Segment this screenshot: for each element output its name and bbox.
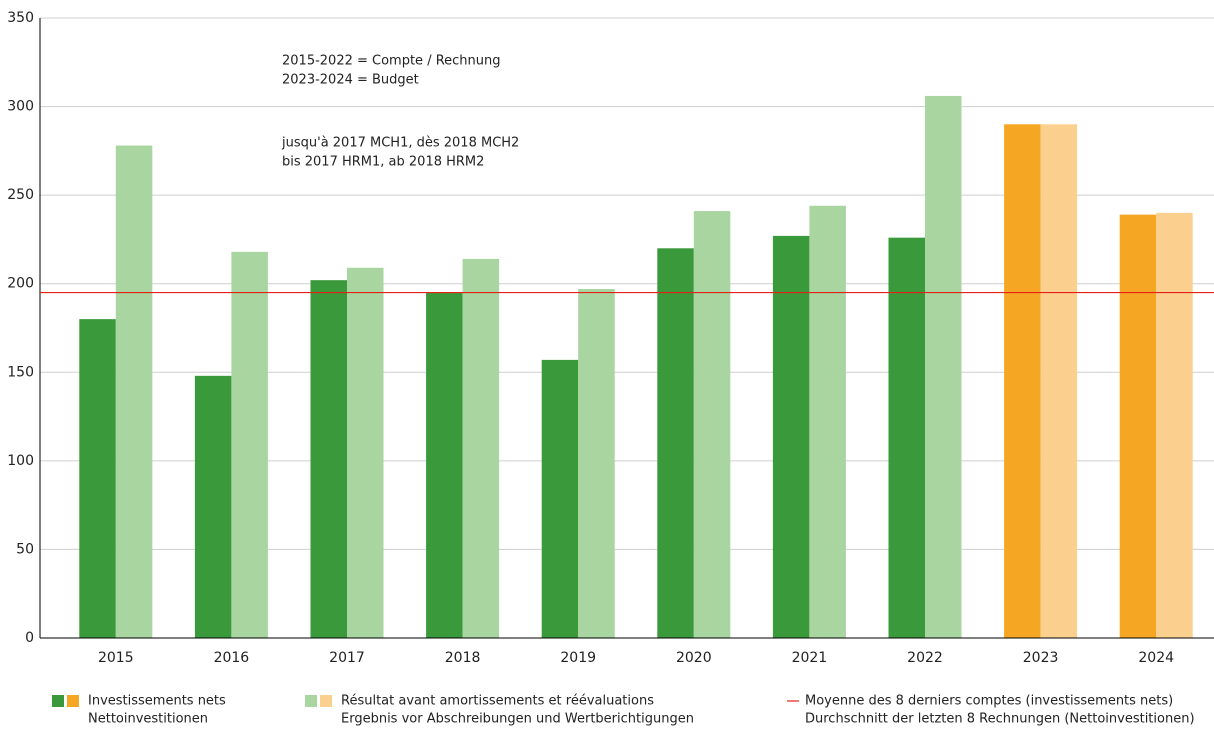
bar: [1119, 214, 1157, 638]
y-tick-label: 200: [7, 276, 34, 292]
annotation: jusqu'à 2017 MCH1, dès 2018 MCH2: [281, 136, 519, 151]
bar: [79, 319, 116, 638]
bar: [462, 258, 500, 638]
y-tick-label: 50: [16, 541, 34, 557]
y-tick-label: 150: [7, 364, 34, 380]
x-tick-label: 2015: [98, 650, 134, 666]
x-tick-label: 2023: [1023, 650, 1059, 666]
annotation: bis 2017 HRM1, ab 2018 HRM2: [282, 155, 484, 170]
bar: [347, 267, 384, 638]
bar: [1004, 124, 1041, 639]
x-tick-label: 2021: [792, 650, 828, 666]
bar: [772, 235, 810, 638]
bar: [310, 280, 347, 638]
annotation: 2015-2022 = Compte / Rechnung: [282, 54, 501, 69]
legend-label: Moyenne des 8 derniers comptes (investis…: [805, 694, 1173, 709]
legend-swatch: [52, 695, 64, 707]
bar: [809, 205, 846, 638]
bar: [1040, 124, 1078, 639]
x-tick-label: 2017: [329, 650, 365, 666]
y-tick-label: 0: [25, 630, 34, 646]
legend-swatch: [305, 695, 317, 707]
annotation: 2023-2024 = Budget: [282, 73, 419, 88]
x-tick-label: 2024: [1138, 650, 1174, 666]
legend-swatch: [67, 695, 79, 707]
legend-label: Durchschnitt der letzten 8 Rechnungen (N…: [805, 712, 1195, 727]
bar: [657, 248, 694, 639]
bar: [194, 375, 232, 638]
bar: [693, 211, 731, 639]
legend-label: Investissements nets: [88, 694, 226, 709]
y-tick-label: 100: [7, 453, 34, 469]
y-tick-label: 300: [7, 99, 34, 115]
bar: [231, 251, 268, 639]
legend-label: Ergebnis vor Abschreibungen und Wertberi…: [341, 712, 694, 727]
bar: [541, 359, 579, 638]
bar: [115, 145, 153, 639]
legend-label: Nettoinvestitionen: [88, 712, 208, 727]
x-tick-label: 2022: [907, 650, 943, 666]
bar: [925, 95, 962, 638]
x-tick-label: 2019: [560, 650, 596, 666]
x-tick-label: 2018: [445, 650, 481, 666]
y-tick-label: 350: [7, 10, 34, 26]
bar: [426, 292, 463, 638]
legend-label: Résultat avant amortissements et réévalu…: [341, 694, 654, 709]
y-tick-label: 250: [7, 187, 34, 203]
x-tick-label: 2016: [214, 650, 250, 666]
legend-swatch: [320, 695, 332, 707]
bar: [578, 289, 615, 638]
x-tick-label: 2020: [676, 650, 712, 666]
bar: [888, 237, 925, 638]
bar: [1156, 212, 1193, 638]
